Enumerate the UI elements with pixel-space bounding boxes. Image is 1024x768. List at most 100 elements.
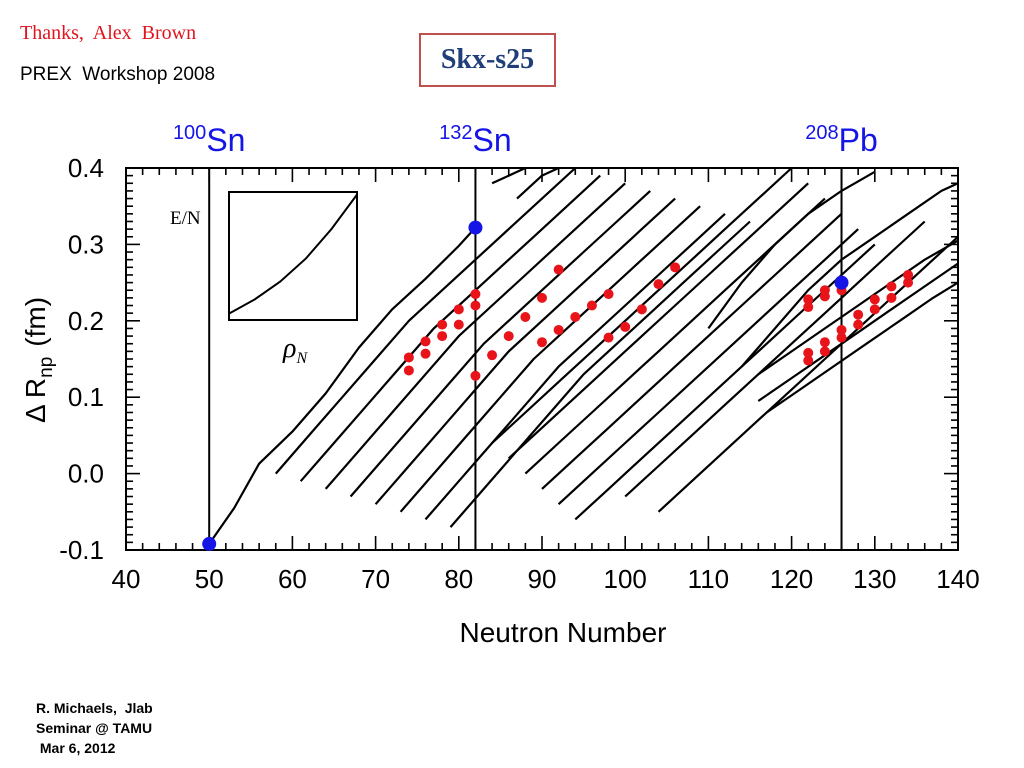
red-point bbox=[853, 319, 864, 330]
footer-line-author: R. Michaels, Jlab bbox=[36, 700, 153, 716]
isotope-labels: 100Sn 132Sn 208Pb bbox=[173, 122, 878, 158]
red-point bbox=[903, 277, 914, 288]
red-point bbox=[620, 321, 631, 332]
red-point bbox=[470, 289, 481, 300]
curve-1 bbox=[208, 226, 477, 545]
red-point bbox=[603, 332, 614, 343]
red-point bbox=[553, 264, 564, 275]
curve-2 bbox=[274, 167, 577, 475]
curve-13 bbox=[541, 212, 843, 490]
x-tick-label: 70 bbox=[361, 564, 390, 594]
red-data-points bbox=[403, 262, 914, 381]
red-point bbox=[803, 294, 814, 305]
curve-18 bbox=[491, 167, 526, 185]
x-tick-label: 140 bbox=[936, 564, 979, 594]
blue-point bbox=[202, 536, 217, 551]
x-tick-label: 120 bbox=[770, 564, 813, 594]
y-tick-label: 0.3 bbox=[68, 229, 104, 259]
x-tick-label: 50 bbox=[195, 564, 224, 594]
red-point bbox=[520, 311, 531, 322]
curve-3 bbox=[299, 174, 601, 482]
red-point bbox=[603, 289, 614, 300]
red-point bbox=[453, 319, 464, 330]
curve-11 bbox=[507, 182, 809, 460]
curve-22 bbox=[757, 239, 959, 376]
red-point bbox=[586, 300, 597, 311]
inset-ylabel: E/N bbox=[170, 208, 201, 229]
red-point bbox=[653, 279, 664, 290]
isotope-label-132Sn: 132Sn bbox=[439, 122, 512, 158]
red-point bbox=[819, 346, 830, 357]
inset-plot: E/N ρN bbox=[170, 191, 358, 367]
y-tick-label: 0.4 bbox=[68, 153, 104, 183]
red-point bbox=[803, 347, 814, 358]
red-point bbox=[886, 292, 897, 303]
inset-frame bbox=[228, 191, 358, 321]
red-point bbox=[503, 331, 514, 342]
red-point bbox=[437, 319, 448, 330]
red-point bbox=[670, 262, 681, 273]
red-point bbox=[453, 304, 464, 315]
chart-title: Skx-s25 bbox=[419, 33, 556, 87]
model-curves bbox=[208, 166, 959, 545]
red-point bbox=[819, 291, 830, 302]
blue-point bbox=[834, 275, 849, 290]
x-axis-label: Neutron Number bbox=[460, 617, 667, 648]
red-point bbox=[403, 352, 414, 363]
red-point bbox=[869, 304, 880, 315]
inset-xlabel: ρN bbox=[282, 333, 308, 367]
red-point bbox=[819, 337, 830, 348]
isotope-label-100Sn: 100Sn bbox=[173, 122, 246, 158]
credit-thanks: Thanks, Alex Brown bbox=[20, 22, 197, 44]
y-tick-labels: -0.1 0.0 0.1 0.2 0.3 0.4 bbox=[59, 153, 104, 565]
x-tick-label: 60 bbox=[278, 564, 307, 594]
red-point bbox=[869, 294, 880, 305]
curve-9 bbox=[449, 220, 751, 528]
inset-curve bbox=[228, 194, 358, 315]
isotope-label-208Pb: 208Pb bbox=[805, 122, 878, 158]
red-point bbox=[537, 337, 547, 348]
curve-16 bbox=[624, 220, 926, 498]
red-point bbox=[537, 292, 547, 303]
curve-5 bbox=[349, 190, 651, 498]
curve-23 bbox=[757, 262, 959, 402]
credit-workshop: PREX Workshop 2008 bbox=[20, 64, 216, 85]
y-tick-label: 0.1 bbox=[68, 382, 104, 412]
curve-21 bbox=[740, 182, 959, 368]
curve-19 bbox=[516, 166, 560, 200]
red-point bbox=[803, 355, 814, 366]
red-point bbox=[836, 324, 847, 335]
y-tick-label: 0.2 bbox=[68, 306, 104, 336]
red-point bbox=[803, 302, 814, 313]
blue-data-points bbox=[202, 220, 849, 551]
x-tick-label: 100 bbox=[604, 564, 647, 594]
red-point bbox=[487, 350, 498, 361]
curve-15 bbox=[574, 243, 876, 521]
red-point bbox=[403, 365, 414, 376]
red-point bbox=[636, 304, 647, 315]
curve-14 bbox=[557, 228, 859, 506]
curve-24 bbox=[765, 281, 959, 414]
blue-point bbox=[468, 220, 483, 235]
footer-line-seminar: Seminar @ TAMU bbox=[36, 720, 153, 736]
red-point bbox=[420, 336, 431, 347]
y-axis-label: Δ Rnp(fm) bbox=[20, 297, 57, 423]
red-point bbox=[553, 324, 564, 335]
curve-20 bbox=[707, 170, 876, 330]
y-tick-label: 0.0 bbox=[68, 459, 104, 489]
red-point bbox=[903, 269, 914, 280]
y-tick-label: -0.1 bbox=[59, 535, 104, 565]
red-point bbox=[853, 309, 864, 320]
footer-line-date: Mar 6, 2012 bbox=[36, 740, 116, 756]
red-point bbox=[437, 331, 448, 342]
curve-7 bbox=[399, 205, 701, 513]
red-point bbox=[470, 300, 481, 311]
red-point bbox=[886, 281, 897, 292]
x-tick-label: 110 bbox=[688, 564, 729, 594]
axis-ticks bbox=[125, 167, 959, 551]
red-point bbox=[836, 332, 847, 343]
x-tick-label: 80 bbox=[444, 564, 473, 594]
red-point bbox=[570, 311, 581, 322]
red-point bbox=[420, 348, 431, 359]
